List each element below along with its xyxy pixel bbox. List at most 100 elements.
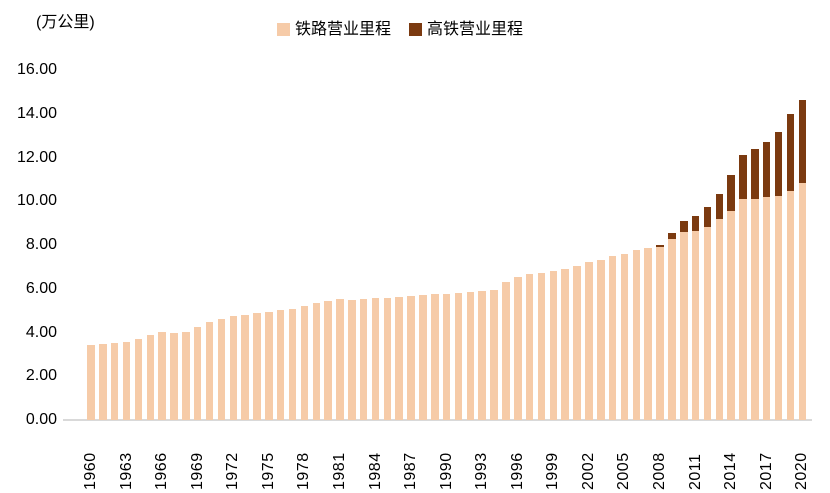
- bar-rail-1992: [466, 292, 475, 420]
- legend-item-hsr: 高铁营业里程: [409, 20, 523, 39]
- x-axis-tick-label: 1972: [224, 452, 242, 490]
- bar-rail-1984: [371, 298, 380, 420]
- bar-hsr-2008: [656, 245, 664, 248]
- bar-rail-1985: [383, 297, 392, 420]
- y-axis-tick-label: 8.00: [25, 236, 57, 253]
- bar-rail-2020: [798, 182, 807, 420]
- bar-rail-1968: [182, 332, 190, 420]
- bar-rail-1963: [122, 341, 131, 420]
- legend-label-rail: 铁路营业里程: [295, 21, 392, 38]
- axis-unit-label: (万公里): [36, 14, 95, 31]
- y-axis-tick-label: 12.00: [16, 148, 57, 166]
- y-axis-tick-label: 10.00: [16, 192, 57, 210]
- bar-hsr-2017: [762, 142, 771, 198]
- x-axis-tick-label: 1963: [117, 452, 135, 490]
- x-axis-tick-label: 1981: [330, 452, 348, 490]
- x-axis-tick-label: 2014: [722, 452, 740, 490]
- x-axis-tick-label: 1969: [188, 452, 206, 490]
- bar-rail-1979: [312, 302, 320, 420]
- bar-hsr-2016: [751, 148, 759, 200]
- bar-rail-2013: [715, 218, 724, 420]
- x-axis-tick-label: 1996: [508, 452, 526, 490]
- bar-hsr-2009: [668, 232, 676, 239]
- bar-hsr-2018: [774, 131, 783, 197]
- legend-swatch-rail-icon: [277, 23, 290, 36]
- bar-rail-1998: [537, 273, 546, 420]
- bar-rail-1978: [300, 306, 309, 420]
- bar-rail-1990: [442, 293, 451, 420]
- bar-rail-1989: [431, 294, 439, 420]
- bar-rail-1997: [525, 274, 534, 420]
- bar-rail-1969: [193, 327, 202, 420]
- bar-rail-1975: [265, 311, 273, 420]
- legend-item-rail: 铁路营业里程: [277, 20, 391, 39]
- bar-rail-2001: [573, 266, 581, 420]
- bar-rail-1980: [324, 300, 332, 420]
- bar-rail-2005: [620, 253, 629, 420]
- y-axis-tick-label: 6.00: [25, 279, 57, 297]
- bar-hsr-2015: [739, 155, 747, 199]
- x-axis-tick-label: 1984: [366, 452, 384, 490]
- bar-rail-1996: [514, 276, 522, 420]
- bar-rail-2000: [561, 268, 569, 420]
- x-axis-tick-label: 2002: [579, 452, 597, 490]
- bar-rail-2015: [739, 198, 747, 420]
- bar-hsr-2010: [680, 220, 688, 232]
- x-axis-line: [63, 419, 812, 421]
- bar-rail-1986: [395, 297, 403, 420]
- bar-rail-2010: [680, 231, 688, 420]
- x-axis-tick-label: 1966: [153, 452, 171, 490]
- x-axis-tick-label: 2005: [615, 452, 633, 490]
- bar-rail-1993: [478, 291, 486, 420]
- bar-rail-2017: [762, 197, 771, 420]
- bar-rail-1972: [229, 316, 237, 420]
- y-axis-tick-label: 4.00: [25, 323, 57, 341]
- bar-rail-1987: [407, 296, 415, 420]
- bar-rail-2016: [751, 199, 759, 420]
- bar-rail-1977: [288, 308, 297, 420]
- bar-hsr-2011: [691, 216, 700, 231]
- bar-hsr-2020: [798, 99, 807, 183]
- bar-rail-1994: [490, 289, 498, 420]
- bar-rail-1964: [134, 339, 143, 420]
- bar-rail-1961: [99, 343, 107, 420]
- bar-rail-2011: [691, 230, 700, 420]
- y-axis-tick-label: 2.00: [25, 367, 57, 385]
- legend-swatch-hsr-icon: [409, 23, 423, 36]
- y-axis-tick-label: 16.00: [16, 61, 57, 78]
- legend: 铁路营业里程 高铁营业里程: [277, 20, 523, 39]
- bar-hsr-2014: [727, 175, 735, 212]
- bar-rail-1982: [348, 299, 356, 420]
- bar-rail-1974: [253, 313, 261, 420]
- bar-rail-2018: [774, 196, 783, 420]
- bar-rail-2006: [632, 250, 641, 420]
- x-axis-tick-label: 1978: [295, 452, 313, 490]
- x-axis-tick-label: 1993: [473, 452, 491, 490]
- bar-rail-2004: [608, 255, 617, 420]
- bar-rail-1970: [205, 322, 214, 420]
- x-axis-tick-label: 2008: [651, 452, 669, 490]
- bar-rail-1962: [110, 343, 119, 420]
- bar-rail-2003: [597, 259, 605, 420]
- x-axis-tick-label: 2017: [757, 452, 775, 490]
- bar-rail-2007: [644, 248, 652, 420]
- bar-rail-2012: [703, 227, 712, 420]
- x-axis-tick-label: 1990: [437, 452, 455, 490]
- bar-rail-2019: [786, 191, 795, 420]
- bar-rail-2008: [656, 247, 664, 420]
- bar-rail-1988: [419, 295, 427, 420]
- bar-hsr-2012: [703, 206, 712, 228]
- bar-rail-1983: [359, 299, 368, 420]
- bar-rail-1960: [87, 344, 95, 420]
- bar-rail-1999: [549, 271, 558, 420]
- bar-rail-1973: [241, 314, 249, 420]
- x-axis-tick-label: 1960: [82, 452, 99, 490]
- bar-hsr-2019: [786, 113, 795, 192]
- bar-rail-2014: [727, 211, 735, 420]
- bar-rail-1965: [146, 334, 155, 420]
- bar-rail-2009: [668, 238, 676, 420]
- bar-rail-2002: [585, 261, 593, 420]
- bar-rail-1991: [454, 293, 463, 420]
- bar-rail-1981: [336, 299, 344, 420]
